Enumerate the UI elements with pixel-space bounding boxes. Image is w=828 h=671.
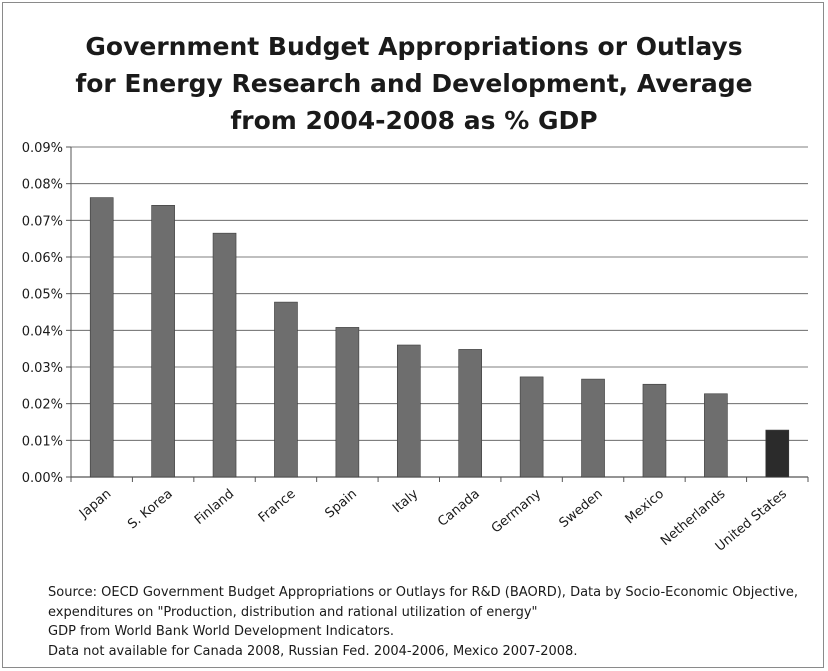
bar xyxy=(335,327,360,478)
bar xyxy=(458,349,483,478)
y-tick-label: 0.05% xyxy=(22,288,63,303)
chart-title: Government Budget Appropriations or Outl… xyxy=(0,28,828,139)
bar xyxy=(581,378,605,478)
y-tick-label: 0.06% xyxy=(22,251,63,266)
y-tick-label: 0.02% xyxy=(22,398,63,413)
source-note: Source: OECD Government Budget Appropria… xyxy=(48,583,798,661)
bar xyxy=(212,232,237,478)
y-tick-label: 0.03% xyxy=(22,361,63,376)
x-tick-label: Italy xyxy=(390,486,421,516)
chart-title-line-1: Government Budget Appropriations or Outl… xyxy=(85,32,743,61)
y-tick-label: 0.04% xyxy=(22,324,63,339)
x-tick-label: France xyxy=(256,487,299,526)
chart-title-line-3: from 2004-2008 as % GDP xyxy=(230,106,598,135)
x-tick-label: Sweden xyxy=(557,487,606,532)
x-tick-label: Japan xyxy=(76,487,114,522)
y-tick-label: 0.01% xyxy=(22,434,63,449)
bar xyxy=(396,344,421,478)
bar xyxy=(704,393,728,478)
y-tick-label: 0.08% xyxy=(22,178,63,193)
bar-chart: 0.00% 0.01% 0.02% 0.03% 0.04% 0.05% 0.06% 0.07%… xyxy=(22,141,809,555)
chart-title-line-2: for Energy Research and Development, Ave… xyxy=(75,69,753,98)
bar xyxy=(274,301,298,478)
source-line-2: expenditures on "Production, distributio… xyxy=(48,604,538,620)
y-tick-label: 0.07% xyxy=(22,214,63,229)
bar xyxy=(519,376,544,478)
x-tick-label: Germany xyxy=(489,486,545,536)
source-line-3: GDP from World Bank World Development In… xyxy=(48,624,394,639)
bar xyxy=(151,205,175,478)
x-tick-label: Spain xyxy=(322,487,359,522)
bar xyxy=(642,383,667,478)
x-tick-label: S. Korea xyxy=(125,487,176,533)
bar xyxy=(765,429,790,478)
y-tick-label: 0.09% xyxy=(22,141,63,156)
source-line-4: Data not available for Canada 2008, Russ… xyxy=(48,643,578,659)
source-line-1: Source: OECD Government Budget Appropria… xyxy=(48,585,799,600)
x-tick-label: Canada xyxy=(435,487,483,530)
x-tick-label: Finland xyxy=(192,487,237,528)
x-tick-label: Mexico xyxy=(623,487,667,528)
y-tick-label: 0.00% xyxy=(22,471,63,486)
bar xyxy=(89,197,114,478)
